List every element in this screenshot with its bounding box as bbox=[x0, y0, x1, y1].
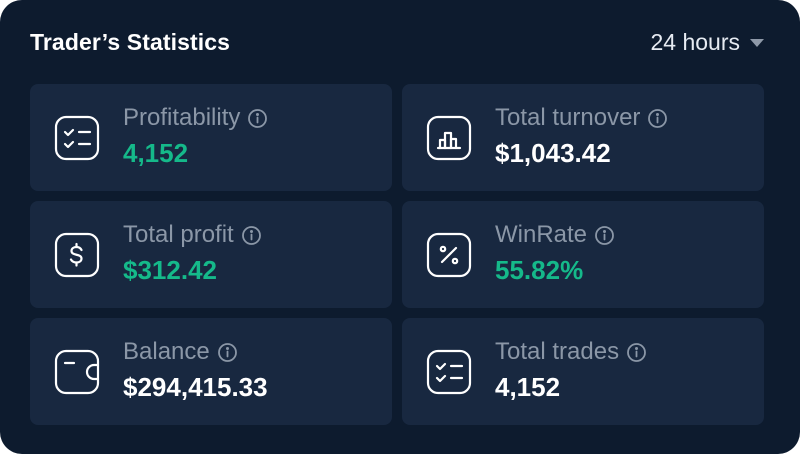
info-icon[interactable] bbox=[247, 108, 268, 129]
percent-icon bbox=[426, 232, 472, 278]
caret-down-icon bbox=[750, 39, 764, 47]
checklist-icon bbox=[426, 349, 472, 395]
info-icon[interactable] bbox=[647, 108, 668, 129]
stat-card-total-profit: Total profit $312.42 bbox=[30, 201, 392, 308]
dollar-icon bbox=[54, 232, 100, 278]
stat-label: Total turnover bbox=[495, 104, 641, 131]
stat-label: Profitability bbox=[123, 104, 241, 131]
stats-grid: Profitability 4,152 bbox=[30, 84, 764, 425]
period-label: 24 hours bbox=[650, 28, 740, 55]
stat-label: Total trades bbox=[495, 338, 620, 365]
info-icon[interactable] bbox=[594, 225, 615, 246]
stat-value: $312.42 bbox=[123, 255, 217, 285]
period-dropdown[interactable]: 24 hours bbox=[650, 29, 764, 56]
stat-label: WinRate bbox=[495, 221, 588, 248]
stat-value: $1,043.42 bbox=[495, 138, 611, 168]
stat-label: Balance bbox=[123, 338, 210, 365]
stat-card-total-trades: Total trades 4,152 bbox=[402, 318, 764, 425]
wallet-icon bbox=[54, 349, 100, 395]
stat-value: 4,152 bbox=[123, 138, 189, 168]
stat-card-profitability: Profitability 4,152 bbox=[30, 84, 392, 191]
info-icon[interactable] bbox=[241, 225, 262, 246]
stat-card-total-turnover: Total turnover $1,043.42 bbox=[402, 84, 764, 191]
stat-value: 4,152 bbox=[495, 372, 561, 402]
stat-card-balance: Balance $294,415.33 bbox=[30, 318, 392, 425]
info-icon[interactable] bbox=[217, 342, 238, 363]
info-icon[interactable] bbox=[626, 342, 647, 363]
stat-value: 55.82% bbox=[495, 255, 584, 285]
stat-value: $294,415.33 bbox=[123, 372, 268, 402]
panel-title: Trader’s Statistics bbox=[30, 28, 231, 55]
checklist-icon bbox=[54, 115, 100, 161]
stat-card-winrate: WinRate 55.82% bbox=[402, 201, 764, 308]
panel-header: Trader’s Statistics 24 hours bbox=[30, 22, 764, 62]
stat-label: Total profit bbox=[123, 221, 234, 248]
bar-chart-icon bbox=[426, 115, 472, 161]
